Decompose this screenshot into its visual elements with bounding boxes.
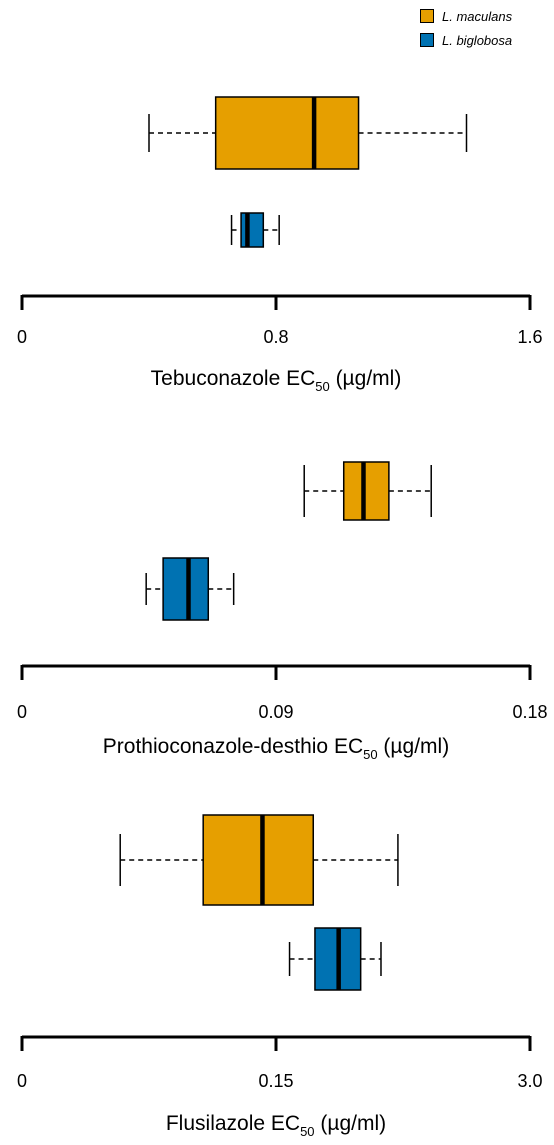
panel-2-maculans-box <box>342 461 390 521</box>
panel-2-x-axis-title: Prothioconazole-desthio EC50 (µg/ml) <box>103 735 449 762</box>
panel-2-tick-label-1: 0.09 <box>258 702 293 722</box>
panel-2-tick-label-2: 0.18 <box>512 702 547 722</box>
legend-swatch-maculans <box>420 9 434 23</box>
legend-label-biglobosa: L. biglobosa <box>442 32 513 48</box>
panel-3-tick-label-1: 0.15 <box>258 1071 293 1091</box>
panel-1-tick-label-2: 1.6 <box>517 327 542 347</box>
panel-1-maculans-box <box>214 96 360 170</box>
panel-3-tick-label-0: 0 <box>17 1071 27 1091</box>
panel-1-x-axis-title: Tebuconazole EC50 (µg/ml) <box>151 367 402 394</box>
panel-3-maculans-box <box>202 814 315 906</box>
legend-swatch-biglobosa <box>420 33 434 47</box>
panel-3-tick-label-2: 3.0 <box>517 1071 542 1091</box>
panel-1-tick-label-0: 0 <box>17 327 27 347</box>
legend-item-maculans: L. maculans <box>420 4 512 28</box>
panel-2-biglobosa-box <box>162 557 210 621</box>
legend: L. maculans L. biglobosa <box>420 4 512 52</box>
panel-3-x-axis-title: Flusilazole EC50 (µg/ml) <box>166 1112 386 1139</box>
panel-1-tick-label-1: 0.8 <box>263 327 288 347</box>
panel-2-tick-label-0: 0 <box>17 702 27 722</box>
panel-1-biglobosa-box <box>240 212 265 248</box>
legend-item-biglobosa: L. biglobosa <box>420 28 512 52</box>
legend-label-maculans: L. maculans <box>442 8 513 24</box>
